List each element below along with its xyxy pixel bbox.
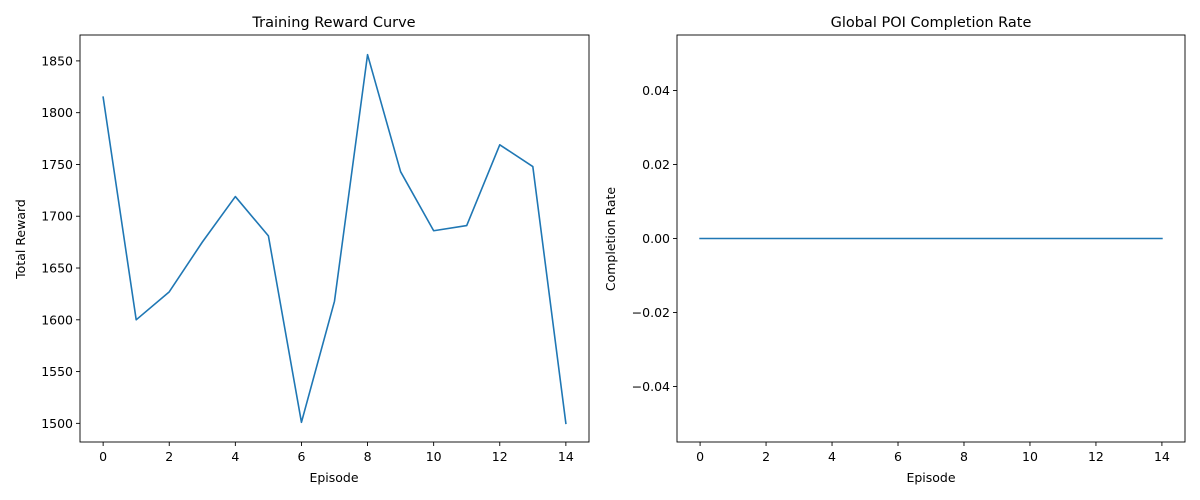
x-tick-label: 14 (1154, 449, 1170, 464)
y-axis-label: Completion Rate (603, 187, 618, 292)
y-tick-label: 1500 (41, 416, 73, 431)
x-tick-label: 12 (1088, 449, 1104, 464)
y-tick-label: −0.04 (632, 379, 670, 394)
y-tick-label: 1550 (41, 364, 73, 379)
x-axis-label: Episode (906, 470, 955, 485)
x-tick-label: 6 (894, 449, 902, 464)
chart-marks: 0 2 4 6 8 10 12 14 1500 1550 1600 1650 1700 1750 1800 1… (41, 34, 590, 464)
x-tick-label: 6 (297, 449, 305, 464)
x-tick-label: 2 (762, 449, 770, 464)
x-tick-label: 2 (165, 449, 173, 464)
y-tick-label: −0.02 (632, 305, 670, 320)
x-tick-label: 8 (960, 449, 968, 464)
x-tick-label: 0 (696, 449, 704, 464)
y-tick-label: 1800 (41, 105, 73, 120)
x-axis-label: Episode (309, 470, 358, 485)
plot-frame (79, 34, 590, 443)
x-tick-label: 0 (99, 449, 107, 464)
y-tick-label: 1600 (41, 312, 73, 327)
x-tick-label: 12 (492, 449, 508, 464)
plot-frame (676, 34, 1186, 443)
chart-title: Training Reward Curve (251, 15, 415, 31)
x-tick-label: 4 (828, 449, 836, 464)
y-tick-label: 0.02 (642, 157, 670, 172)
x-tick-label: 14 (558, 449, 574, 464)
chart-marks: 0 2 4 6 8 10 12 14 −0.04 −0.02 0.00 0.02 0.04 (632, 34, 1186, 464)
y-tick-label: 1850 (41, 53, 73, 68)
x-tick-label: 10 (1022, 449, 1038, 464)
series-line (102, 53, 567, 425)
reward-chart: Training Reward Curve Episode Total Rewa… (13, 15, 590, 485)
y-axis-label: Total Reward (13, 199, 28, 280)
completion-rate-chart: Global POI Completion Rate Episode Compl… (603, 15, 1186, 485)
y-tick-label: 0.04 (642, 83, 670, 98)
x-tick-label: 10 (426, 449, 442, 464)
x-tick-label: 8 (364, 449, 372, 464)
y-tick-label: 1650 (41, 261, 73, 276)
y-tick-label: 1750 (41, 157, 73, 172)
chart-title: Global POI Completion Rate (831, 15, 1032, 31)
y-tick-label: 0.00 (642, 231, 670, 246)
x-tick-label: 4 (231, 449, 239, 464)
y-tick-label: 1700 (41, 209, 73, 224)
